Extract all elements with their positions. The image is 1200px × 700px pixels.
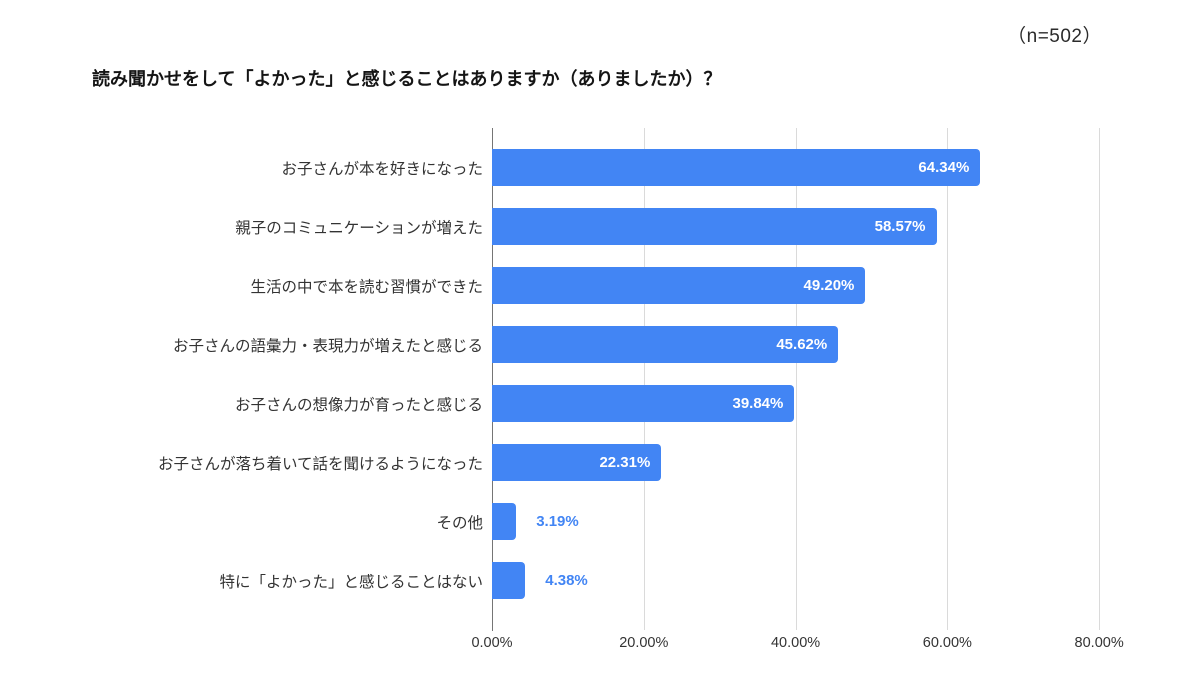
bar-track: 39.84% <box>492 385 1150 422</box>
category-label: お子さんが本を好きになった <box>281 160 483 178</box>
bar-track: 45.62% <box>492 326 1150 363</box>
bar-track: 3.19% <box>492 503 1150 540</box>
bar-track: 58.57% <box>492 208 1150 245</box>
y-axis-line <box>492 128 493 631</box>
bar: 22.31% <box>492 444 662 481</box>
value-label: 45.62% <box>776 336 828 353</box>
bar-row: 生活の中で本を読む習慣ができた 49.20% <box>0 256 1150 315</box>
bar-track: 64.34% <box>492 149 1150 186</box>
value-label: 64.34% <box>918 159 970 176</box>
x-axis: 0.00% 20.00% 40.00% 60.00% 80.00% <box>471 633 1150 657</box>
category-label: お子さんの語彙力・表現力が増えたと感じる <box>172 337 483 355</box>
value-label: 22.31% <box>599 454 651 471</box>
gridline <box>795 128 797 630</box>
gridline <box>1099 128 1101 630</box>
bar-track: 4.38% <box>492 562 1150 599</box>
bar: 45.62% <box>492 326 839 363</box>
value-label: 49.20% <box>803 277 855 294</box>
value-label: 4.38% <box>545 572 588 589</box>
category-label: お子さんの想像力が育ったと感じる <box>234 396 483 414</box>
value-label: 58.57% <box>874 218 926 235</box>
x-axis-tick-label: 20.00% <box>619 635 669 651</box>
bar-row: お子さんが本を好きになった 64.34% <box>0 138 1150 197</box>
bar-row: その他 3.19% <box>0 492 1150 551</box>
bar: 58.57% <box>492 208 937 245</box>
category-label: 生活の中で本を読む習慣ができた <box>250 278 483 296</box>
x-axis-tick-label: 40.00% <box>770 635 821 651</box>
x-axis-tick-label: 0.00% <box>471 635 513 651</box>
bar-track: 22.31% <box>492 444 1150 481</box>
bar-rows: お子さんが本を好きになった 64.34% 親子のコミュニケーションが増えた 58.57… <box>0 128 1150 610</box>
bar <box>492 503 517 540</box>
bar-chart: お子さんが本を好きになった 64.34% 親子のコミュニケーションが増えた 58.57… <box>0 128 1150 651</box>
bar: 64.34% <box>492 149 981 186</box>
bar-row: 親子のコミュニケーションが増えた 58.57% <box>0 197 1150 256</box>
bar-row: お子さんの想像力が育ったと感じる 39.84% <box>0 374 1150 433</box>
value-label: 3.19% <box>536 513 579 530</box>
sample-size-label: （n=502） <box>1007 26 1102 47</box>
x-axis-tick-label: 60.00% <box>922 635 972 651</box>
gridline <box>947 128 949 630</box>
bar-row: お子さんの語彙力・表現力が増えたと感じる 45.62% <box>0 315 1150 374</box>
chart-title: 読み聞かせをして「よかった」と感じることはありますか（ありましたか）？ <box>92 69 722 89</box>
bar-row: お子さんが落ち着いて話を聞けるようになった 22.31% <box>0 433 1150 492</box>
category-label: お子さんが落ち着いて話を聞けるようになった <box>157 455 483 473</box>
category-label: その他 <box>436 514 483 532</box>
value-label: 39.84% <box>732 395 784 412</box>
bar: 39.84% <box>492 385 795 422</box>
category-label: 特に「よかった」と感じることはない <box>219 573 483 591</box>
bar <box>492 562 526 599</box>
bar: 49.20% <box>492 267 866 304</box>
bar-row: 特に「よかった」と感じることはない 4.38% <box>0 551 1150 610</box>
category-label: 親子のコミュニケーションが増えた <box>235 219 483 237</box>
x-axis-tick-label: 80.00% <box>1074 635 1124 651</box>
gridline <box>643 128 645 630</box>
gridline-layer <box>492 128 1150 631</box>
bar-track: 49.20% <box>492 267 1150 304</box>
